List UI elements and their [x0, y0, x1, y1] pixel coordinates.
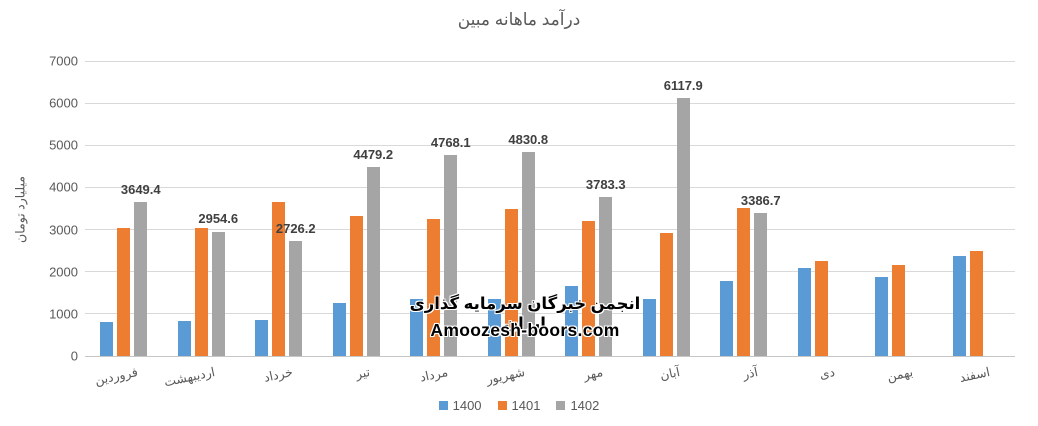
bar-1400[interactable] — [487, 298, 501, 356]
data-label: 3783.3 — [585, 176, 626, 192]
gridline — [85, 144, 1015, 146]
bar-1401[interactable] — [349, 216, 363, 356]
legend-label: 1402 — [570, 398, 600, 413]
data-label: 2954.6 — [198, 211, 239, 227]
bar-1402[interactable] — [444, 155, 458, 356]
bar-1400[interactable] — [565, 286, 579, 356]
bar-1401[interactable] — [427, 219, 441, 356]
bar-1400[interactable] — [332, 303, 346, 356]
y-axis-tick-label: 0 — [70, 348, 78, 364]
bar-1401[interactable] — [504, 209, 518, 356]
legend-swatch-icon — [556, 401, 566, 410]
bar-1401[interactable] — [892, 264, 906, 356]
bar-1401[interactable] — [659, 232, 673, 356]
bar-1402[interactable] — [521, 152, 535, 356]
bar-1401[interactable] — [969, 250, 983, 356]
bar-1400[interactable] — [797, 267, 811, 356]
bar-1400[interactable] — [255, 320, 269, 356]
gridline — [85, 271, 1015, 273]
chart-legend: 1400 1401 1402 — [0, 398, 1038, 413]
bar-1402[interactable] — [599, 196, 613, 356]
y-axis-tick-label: 5000 — [49, 137, 78, 153]
bar-1402[interactable] — [676, 98, 690, 356]
legend-swatch-icon — [438, 401, 448, 410]
y-axis-tick-label: 7000 — [49, 53, 78, 69]
chart-title: درآمد ماهانه مبین — [457, 10, 581, 29]
plot-area: 3649.4 2954.6 2726.2 4479.2 4768.1 4830.8 3783… — [85, 60, 1015, 357]
bar-1400[interactable] — [642, 299, 656, 356]
legend-label: 1401 — [511, 398, 541, 413]
bar-1401[interactable] — [814, 260, 828, 356]
bar-1402[interactable] — [366, 167, 380, 356]
y-axis-tick-label: 6000 — [49, 95, 78, 111]
watermark-site-url: Amoozesh-boors.com — [430, 320, 620, 340]
legend-label: 1400 — [452, 398, 482, 413]
bar-1401[interactable] — [582, 221, 596, 356]
data-label: 4479.2 — [353, 147, 394, 163]
bar-1400[interactable] — [100, 322, 114, 356]
gridline — [85, 186, 1015, 188]
data-label: 4768.1 — [430, 135, 471, 151]
data-label: 6117.9 — [663, 78, 703, 94]
data-label: 2726.2 — [275, 221, 316, 237]
data-label: 4830.8 — [508, 132, 549, 148]
data-label: 3386.7 — [740, 193, 781, 209]
gridline — [85, 102, 1015, 104]
y-axis-title: میلیارد تومان — [13, 176, 28, 243]
bar-1402[interactable] — [134, 202, 148, 356]
legend-swatch-icon — [497, 401, 507, 410]
bar-1400[interactable] — [410, 298, 424, 356]
bar-1401[interactable] — [272, 201, 286, 356]
bar-1400[interactable] — [177, 320, 191, 356]
gridline — [85, 229, 1015, 231]
legend-item-1402[interactable]: 1402 — [556, 398, 599, 413]
bar-1402[interactable] — [289, 241, 303, 356]
y-axis-tick-label: 3000 — [49, 222, 78, 238]
bar-1400[interactable] — [720, 281, 734, 356]
y-axis-tick-label: 1000 — [49, 306, 78, 322]
gridline — [85, 313, 1015, 315]
bar-1402[interactable] — [754, 213, 768, 356]
bar-1400[interactable] — [875, 277, 889, 356]
bar-1401[interactable] — [117, 228, 131, 356]
bar-1401[interactable] — [737, 207, 751, 356]
bar-1400[interactable] — [952, 255, 966, 356]
legend-item-1401[interactable]: 1401 — [497, 398, 541, 413]
watermark-persian-text: انجمن خبرگان سرمایه گذاری ایران — [409, 295, 641, 333]
bar-1401[interactable] — [194, 228, 208, 356]
gridline — [85, 355, 1015, 357]
bar-1402[interactable] — [211, 231, 225, 356]
y-axis-tick-label: 4000 — [49, 179, 78, 195]
y-axis-tick-label: 2000 — [49, 264, 78, 280]
gridline — [85, 60, 1015, 62]
data-label: 3649.4 — [120, 182, 161, 198]
legend-item-1400[interactable]: 1400 — [438, 398, 482, 413]
